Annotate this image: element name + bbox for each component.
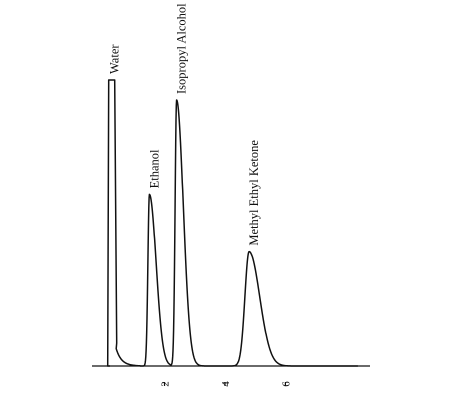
- peak-label-isopropyl-alcohol: Isopropyl Alcohol: [175, 3, 189, 94]
- chromatogram-trace: [106, 79, 359, 367]
- x-tick-label-4: 4: [220, 381, 232, 387]
- peak-labels: Water Ethanol Isopropyl Alcohol Methyl Ethy…: [108, 3, 261, 246]
- peak-label-ethanol: Ethanol: [147, 149, 161, 188]
- peak-label-water: Water: [108, 44, 122, 74]
- peak-label-methyl-ethyl-ketone: Methyl Ethyl Ketone: [247, 140, 261, 246]
- x-tick-label-6: 6: [280, 381, 292, 387]
- x-tick-label-2: 2: [160, 381, 172, 387]
- x-axis-ticks: 2 4 6: [160, 381, 293, 387]
